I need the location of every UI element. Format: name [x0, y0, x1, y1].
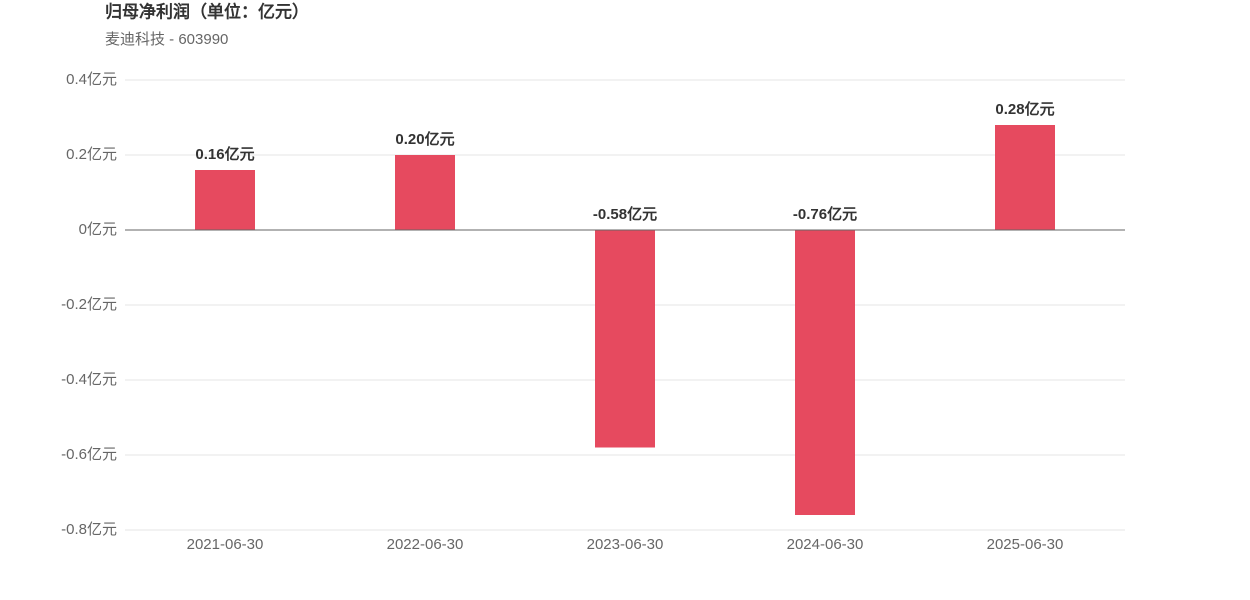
chart-title: 归母净利润（单位：亿元） [105, 1, 309, 21]
x-tick-label: 2021-06-30 [187, 536, 264, 553]
x-tick-label: 2023-06-30 [587, 536, 664, 553]
y-tick-label: -0.6亿元 [61, 446, 117, 463]
value-label: 0.20亿元 [395, 130, 454, 148]
y-tick-label: -0.4亿元 [61, 371, 117, 388]
bar [195, 170, 255, 230]
value-label: 0.16亿元 [195, 145, 254, 163]
chart-subtitle: 麦迪科技 - 603990 [105, 31, 228, 48]
value-label: -0.76亿元 [793, 205, 857, 223]
bar [595, 230, 655, 448]
y-tick-label: 0.2亿元 [66, 146, 117, 163]
bar [395, 155, 455, 230]
bar [995, 125, 1055, 230]
x-tick-label: 2024-06-30 [787, 536, 864, 553]
value-label: 0.28亿元 [995, 100, 1054, 118]
x-tick-label: 2025-06-30 [987, 536, 1064, 553]
y-tick-label: 0.4亿元 [66, 71, 117, 88]
y-tick-label: 0亿元 [79, 221, 117, 238]
y-tick-label: -0.2亿元 [61, 296, 117, 313]
bar [795, 230, 855, 515]
x-tick-label: 2022-06-30 [387, 536, 464, 553]
value-label: -0.58亿元 [593, 205, 657, 223]
y-tick-label: -0.8亿元 [61, 521, 117, 538]
